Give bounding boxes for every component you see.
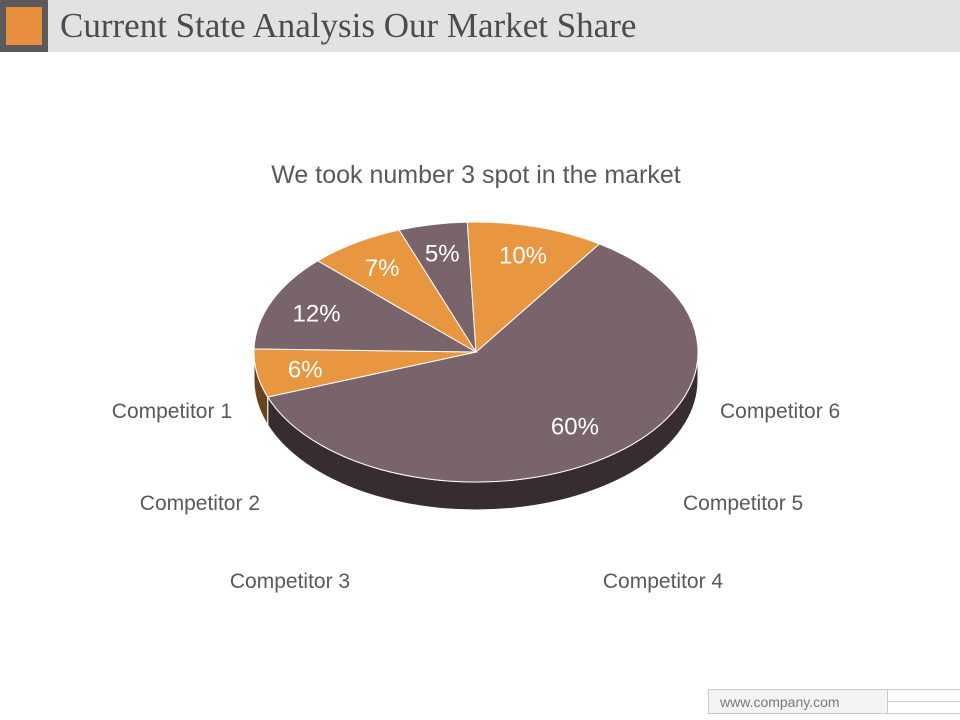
pie-category-labels: Competitor 1 Competitor 2 Competitor 3 Comp… — [112, 400, 840, 593]
title-accent-square — [6, 7, 42, 45]
pie-category-label-4: Competitor 4 — [603, 570, 724, 593]
page-title: Current State Analysis Our Market Share — [60, 6, 637, 45]
footer-line-top — [888, 689, 960, 690]
footer-line-middle — [888, 701, 960, 702]
pie-value-label-5: 5% — [425, 241, 460, 268]
pie-slice-1 — [266, 243, 699, 483]
chart-title: We took number 3 spot in the market — [271, 161, 681, 189]
pie-value-label-4: 7% — [365, 255, 400, 282]
pie-value-label-6: 10% — [499, 242, 547, 269]
pie-slices — [253, 221, 699, 483]
pie-slice-6 — [466, 221, 601, 354]
title-bar: Current State Analysis Our Market Share — [0, 0, 960, 52]
pie-value-label-2: 6% — [288, 357, 323, 384]
footer-line-bottom — [888, 713, 960, 714]
pie-slice-3 — [253, 260, 478, 353]
pie-category-label-6: Competitor 6 — [720, 400, 840, 423]
pie-value-label-3: 12% — [293, 300, 341, 327]
pie-value-label-1: 60% — [551, 414, 599, 441]
website-text: www.company.com — [720, 694, 840, 710]
pie-category-label-3: Competitor 3 — [230, 570, 350, 593]
pie-category-label-2: Competitor 2 — [140, 492, 260, 515]
website-box: www.company.com — [708, 689, 888, 714]
title-accent-frame — [0, 0, 48, 52]
pie-category-label-5: Competitor 5 — [683, 492, 803, 515]
pie-category-label-1: Competitor 1 — [112, 400, 232, 423]
pie-value-labels: 60% 6% 12% 7% 5% 10% — [288, 241, 599, 441]
